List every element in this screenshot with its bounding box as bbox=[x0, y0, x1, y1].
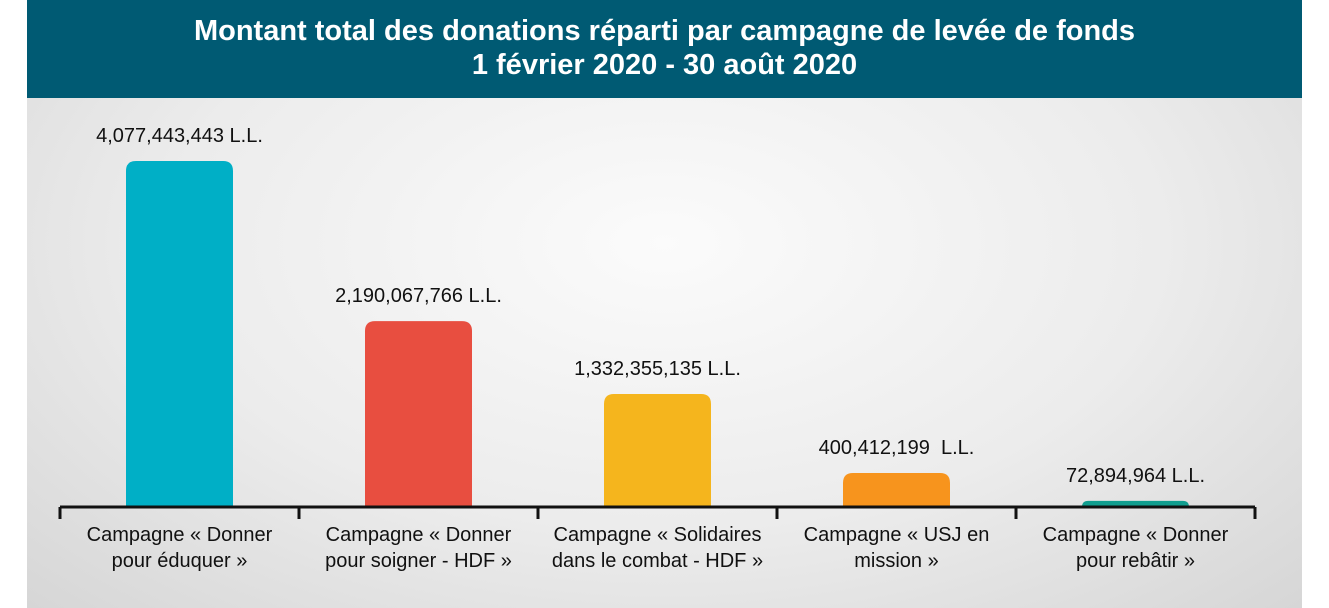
bar bbox=[604, 393, 711, 507]
chart-subtitle: 1 février 2020 - 30 août 2020 bbox=[471, 49, 858, 81]
value-label: 72,894,964 L.L. bbox=[1065, 464, 1206, 487]
bar bbox=[365, 321, 472, 507]
value-label: 2,190,067,766 L.L. bbox=[335, 285, 502, 308]
value-label: 4,077,443,443 L.L. bbox=[96, 125, 263, 147]
x-tick-label: Campagne « Donner pour éduquer » bbox=[86, 524, 273, 572]
bar bbox=[126, 161, 233, 507]
value-label: 400,412,199 L.L. bbox=[818, 437, 975, 460]
x-tick-label: Campagne « Donner pour soigner - HDF » bbox=[325, 524, 512, 572]
chart-title: Montant total des donations réparti par … bbox=[193, 15, 1136, 47]
bar bbox=[1082, 500, 1189, 507]
bar bbox=[843, 473, 950, 507]
value-label: 1,332,355,135 L.L. bbox=[574, 357, 741, 380]
x-tick-label: Campagne « USJ en mission » bbox=[803, 524, 990, 572]
x-tick-label: Campagne « Solidaires dans le combat - H… bbox=[551, 524, 764, 572]
x-tick-label: Campagne « Donner pour rebâtir » bbox=[1042, 524, 1229, 572]
title-bar: Montant total des donations réparti par … bbox=[27, 0, 1302, 98]
